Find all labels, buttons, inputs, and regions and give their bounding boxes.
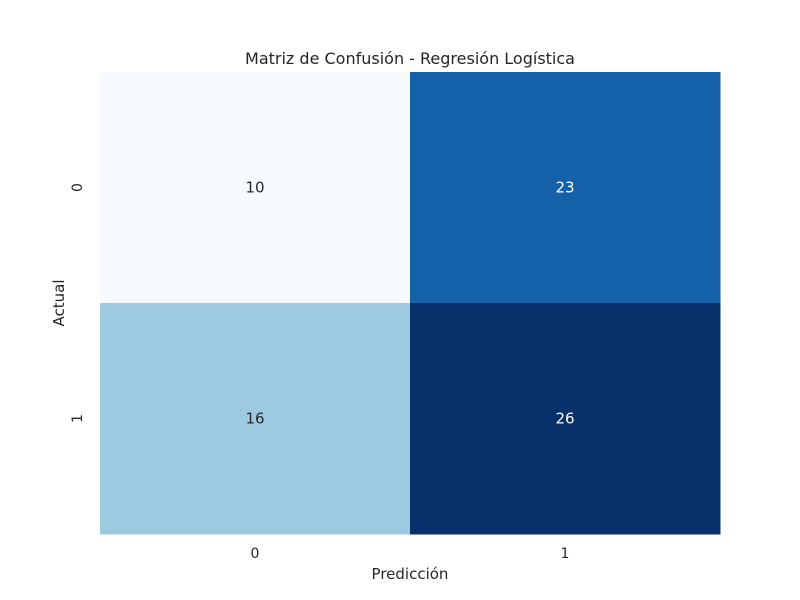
cell-value-label-0-0: 10 [245, 179, 264, 197]
x-tick-label-0: 0 [251, 546, 260, 562]
heatmap-cell-0-1 [410, 72, 721, 304]
heatmap-cell-0-0 [100, 72, 411, 304]
cell-value-label-0-1: 23 [555, 179, 574, 197]
heatmap-cell-1-0 [100, 303, 411, 535]
chart-title: Matriz de Confusión - Regresión Logístic… [245, 49, 575, 68]
cell-value-label-1-1: 26 [555, 410, 574, 428]
x-axis-label: Predicción [372, 565, 449, 583]
y-tick-label-0: 0 [70, 183, 86, 192]
y-tick-label-1: 1 [70, 414, 86, 423]
x-tick-label-1: 1 [561, 546, 570, 562]
cell-value-label-1-0: 16 [245, 410, 264, 428]
heatmap-cells: 10 23 16 26 [100, 72, 721, 535]
heatmap-cell-1-1 [410, 303, 721, 535]
y-tick-labels: 01 [70, 183, 86, 423]
y-axis-label: Actual [50, 280, 68, 327]
